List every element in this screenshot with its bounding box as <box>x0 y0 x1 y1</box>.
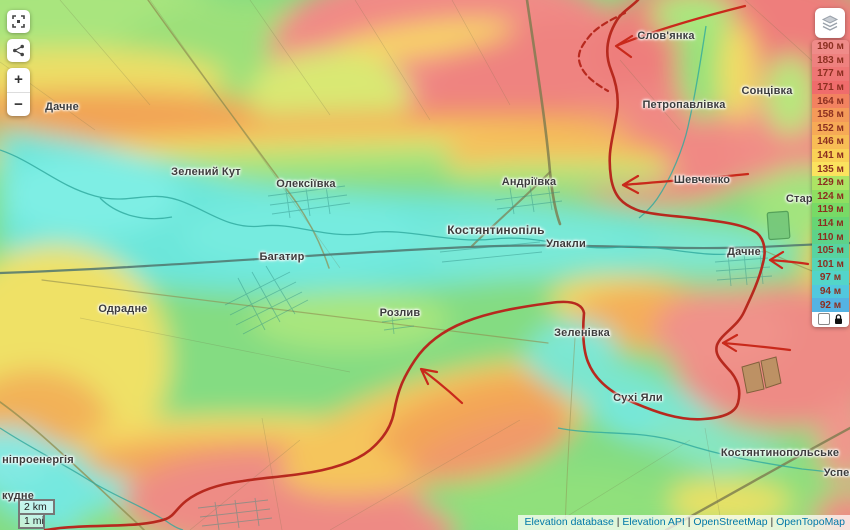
zoom-out-button[interactable]: − <box>14 95 23 113</box>
village-grids <box>197 178 773 530</box>
attribution-bar: Elevation database | Elevation API | Ope… <box>518 515 850 530</box>
legend-footer <box>812 311 849 327</box>
legend-row: 177 м <box>812 67 849 81</box>
advance-arrows <box>419 4 810 405</box>
attribution-separator: | <box>767 516 777 528</box>
fullscreen-button[interactable] <box>7 10 30 33</box>
legend-row: 158 м <box>812 107 849 122</box>
legend-checkbox[interactable] <box>818 313 830 326</box>
legend-row: 190 м <box>812 40 849 54</box>
legend-row: 129 м <box>812 175 849 190</box>
attribution-link[interactable]: Elevation database <box>524 516 614 528</box>
legend-row: 105 м <box>812 243 849 258</box>
lock-icon <box>835 314 842 324</box>
legend-row: 183 м <box>812 53 849 68</box>
legend-row: 114 м <box>812 216 849 231</box>
attribution-link[interactable]: OpenTopoMap <box>776 516 845 528</box>
attribution-separator: | <box>613 516 623 528</box>
rivers-layer <box>0 25 850 530</box>
stadium-field <box>766 210 791 241</box>
attribution-link[interactable]: OpenStreetMap <box>693 516 768 528</box>
front-line-path <box>43 0 766 530</box>
front-line-layer <box>43 0 810 530</box>
front-line-dashed <box>577 11 627 93</box>
layers-icon <box>821 15 839 31</box>
legend-row: 97 м <box>812 271 849 285</box>
scale-metric: 2 km <box>18 499 55 515</box>
scale-control: 2 km 1 mi <box>18 499 55 529</box>
legend-row: 146 м <box>812 135 849 149</box>
legend-row: 164 м <box>812 94 849 108</box>
zoom-in-button[interactable]: + <box>7 68 30 93</box>
legend-rows: 190 м 183 м 177 м 171 м 164 м 158 м 152 м 146 м… <box>812 40 849 312</box>
legend-row: 94 м <box>812 284 849 299</box>
layers-button[interactable] <box>815 8 845 38</box>
legend-row: 92 м <box>812 298 849 312</box>
legend-row: 171 м <box>812 80 849 95</box>
elevation-legend: 190 м 183 м 177 м 171 м 164 м 158 м 152 м 146 м… <box>812 40 849 327</box>
legend-row: 141 м <box>812 148 849 163</box>
fullscreen-icon <box>12 15 25 28</box>
scale-imperial: 1 mi <box>18 515 45 529</box>
legend-row: 119 м <box>812 203 849 217</box>
legend-row: 135 м <box>812 162 849 176</box>
legend-row: 124 м <box>812 189 849 204</box>
legend-row: 110 м <box>812 230 849 244</box>
share-icon <box>13 44 24 57</box>
legend-row: 101 м <box>812 257 849 272</box>
zoom-control: + − <box>7 68 30 116</box>
attribution-link[interactable]: Elevation API <box>622 516 685 528</box>
share-button[interactable] <box>7 39 30 62</box>
legend-row: 152 м <box>812 121 849 136</box>
attribution-separator: | <box>684 516 694 528</box>
quarry-area <box>741 356 782 394</box>
